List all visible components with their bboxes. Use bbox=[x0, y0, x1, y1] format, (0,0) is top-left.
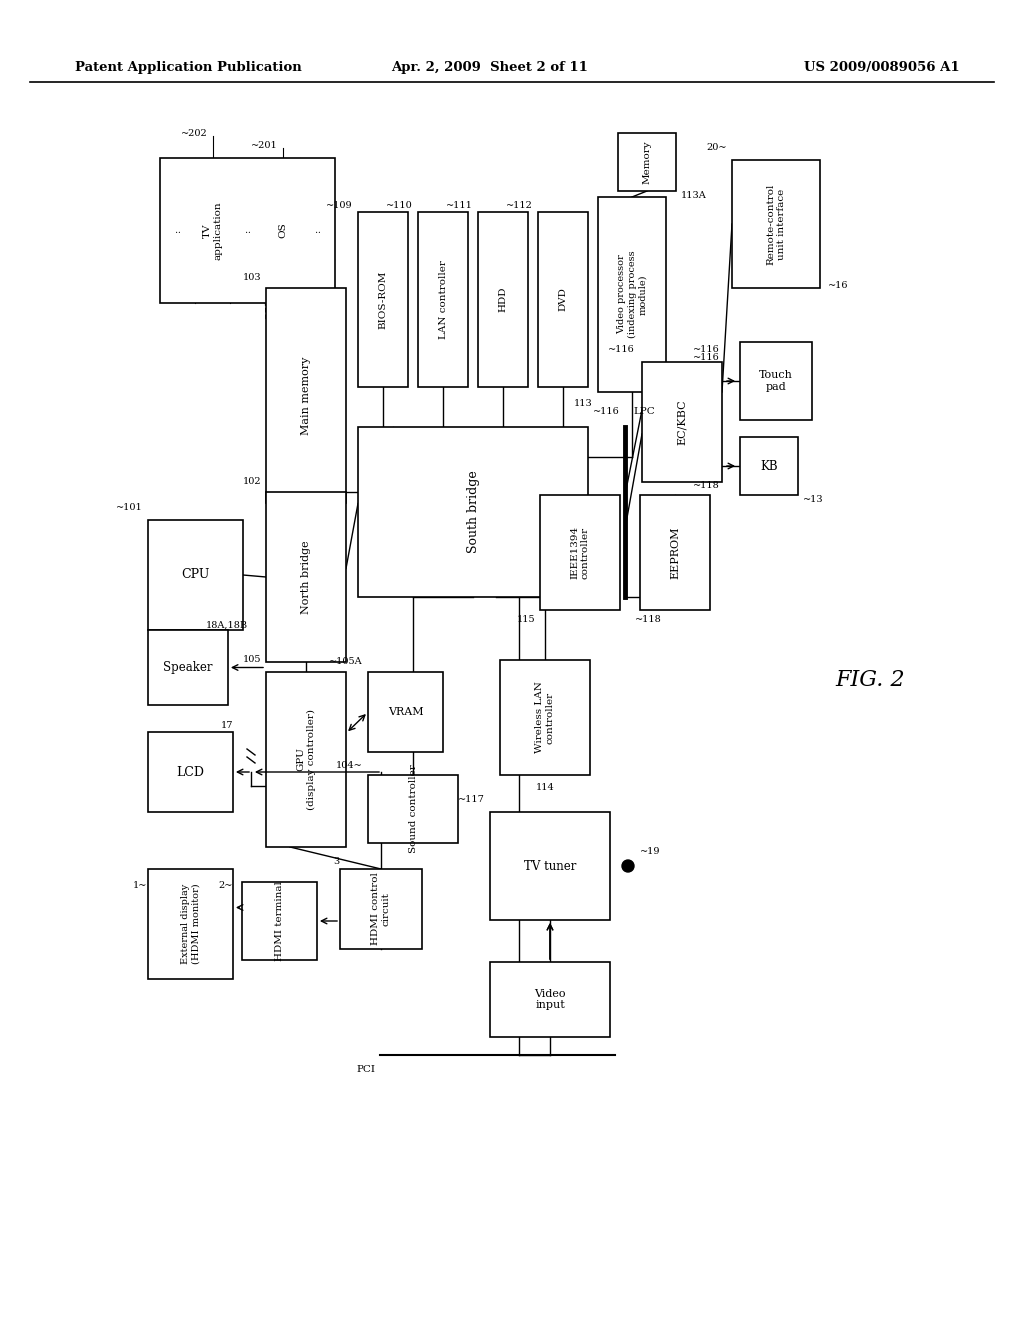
Text: 17: 17 bbox=[220, 721, 233, 730]
Bar bbox=[340, 869, 422, 949]
Text: :: : bbox=[313, 228, 322, 232]
Text: ~111: ~111 bbox=[446, 201, 473, 210]
Text: ~116: ~116 bbox=[608, 345, 635, 354]
Text: US 2009/0089056 A1: US 2009/0089056 A1 bbox=[805, 62, 961, 74]
Text: Patent Application Publication: Patent Application Publication bbox=[75, 62, 302, 74]
Text: ~117: ~117 bbox=[458, 796, 485, 804]
Text: BIOS-ROM: BIOS-ROM bbox=[379, 271, 387, 329]
Text: FIG. 2: FIG. 2 bbox=[836, 669, 905, 690]
Text: ~110: ~110 bbox=[386, 201, 413, 210]
Text: ~19: ~19 bbox=[640, 846, 660, 855]
Text: DVD: DVD bbox=[558, 288, 567, 312]
Text: South bridge: South bridge bbox=[467, 471, 479, 553]
Bar bbox=[368, 775, 458, 843]
Text: 115: 115 bbox=[516, 615, 535, 624]
Bar bbox=[490, 962, 610, 1038]
Bar bbox=[490, 812, 610, 920]
Text: :: : bbox=[243, 228, 252, 232]
Bar bbox=[740, 342, 812, 420]
Bar bbox=[478, 213, 528, 387]
Text: :: : bbox=[173, 228, 182, 232]
Text: HDD: HDD bbox=[499, 286, 508, 313]
Bar bbox=[148, 869, 233, 979]
Text: TV
application: TV application bbox=[203, 201, 222, 260]
Text: ~101: ~101 bbox=[117, 503, 143, 512]
Text: 113A: 113A bbox=[681, 191, 707, 201]
Text: 103: 103 bbox=[243, 273, 261, 282]
Text: KB: KB bbox=[760, 459, 778, 473]
Bar bbox=[358, 213, 408, 387]
Text: Memory: Memory bbox=[642, 140, 651, 183]
Bar bbox=[732, 160, 820, 288]
Text: 1~: 1~ bbox=[133, 880, 147, 890]
Bar bbox=[418, 213, 468, 387]
Bar bbox=[618, 133, 676, 191]
Text: 2~: 2~ bbox=[219, 882, 233, 891]
Text: ~118: ~118 bbox=[635, 615, 662, 624]
Bar bbox=[500, 660, 590, 775]
Bar bbox=[148, 733, 233, 812]
Text: EC/KBC: EC/KBC bbox=[677, 399, 687, 445]
Text: GPU
(display controller): GPU (display controller) bbox=[296, 709, 315, 810]
Bar bbox=[538, 213, 588, 387]
Text: 102: 102 bbox=[243, 478, 261, 487]
Bar bbox=[740, 437, 798, 495]
Text: VRAM: VRAM bbox=[388, 708, 423, 717]
Text: North bridge: North bridge bbox=[301, 540, 311, 614]
Text: External display
(HDMI monitor): External display (HDMI monitor) bbox=[181, 883, 201, 965]
Bar bbox=[266, 672, 346, 847]
Text: TV tuner: TV tuner bbox=[524, 859, 577, 873]
Text: ~16: ~16 bbox=[828, 281, 849, 289]
Text: Apr. 2, 2009  Sheet 2 of 11: Apr. 2, 2009 Sheet 2 of 11 bbox=[391, 62, 589, 74]
Text: OS: OS bbox=[278, 223, 287, 239]
Text: HDMI terminal: HDMI terminal bbox=[275, 880, 284, 961]
Text: ~109: ~109 bbox=[327, 201, 353, 210]
Text: Wireless LAN
controller: Wireless LAN controller bbox=[536, 681, 555, 754]
Bar bbox=[598, 197, 666, 392]
Text: Touch
pad: Touch pad bbox=[759, 370, 793, 392]
Text: ~118: ~118 bbox=[693, 480, 720, 490]
Text: ~116: ~116 bbox=[593, 408, 620, 417]
Text: ~116: ~116 bbox=[693, 346, 720, 355]
Text: 114: 114 bbox=[536, 783, 554, 792]
Bar bbox=[640, 495, 710, 610]
Bar bbox=[358, 426, 588, 597]
Text: Sound controller: Sound controller bbox=[409, 764, 418, 853]
Text: ~201: ~201 bbox=[251, 141, 278, 150]
Bar bbox=[148, 520, 243, 630]
Text: ~202: ~202 bbox=[181, 128, 208, 137]
Text: 104~: 104~ bbox=[336, 760, 362, 770]
Bar bbox=[540, 495, 620, 610]
Text: 20~: 20~ bbox=[707, 144, 727, 153]
Text: Video processor
(indexing process
module): Video processor (indexing process module… bbox=[617, 251, 647, 338]
Text: ~13: ~13 bbox=[803, 495, 823, 504]
Text: 18A,18B: 18A,18B bbox=[206, 620, 248, 630]
Text: Speaker: Speaker bbox=[163, 661, 213, 675]
Text: 3: 3 bbox=[333, 858, 339, 866]
Text: HDMI control
circuit: HDMI control circuit bbox=[372, 873, 391, 945]
Text: ~105A: ~105A bbox=[330, 657, 362, 667]
Text: ~112: ~112 bbox=[506, 201, 534, 210]
Circle shape bbox=[622, 861, 634, 873]
Text: Video
input: Video input bbox=[535, 989, 565, 1010]
Text: LPC: LPC bbox=[633, 408, 654, 417]
Bar bbox=[160, 158, 335, 304]
Text: 113: 113 bbox=[574, 400, 593, 408]
Bar bbox=[642, 362, 722, 482]
Text: LAN controller: LAN controller bbox=[438, 260, 447, 339]
Bar bbox=[266, 288, 346, 503]
Text: EEPROM: EEPROM bbox=[670, 527, 680, 578]
Text: LCD: LCD bbox=[176, 766, 205, 779]
Bar bbox=[368, 672, 443, 752]
Text: CPU: CPU bbox=[181, 569, 210, 582]
Text: ~116: ~116 bbox=[693, 352, 720, 362]
Text: Main memory: Main memory bbox=[301, 356, 311, 434]
Text: IEEE1394
controller: IEEE1394 controller bbox=[570, 525, 590, 579]
Text: PCI: PCI bbox=[356, 1065, 375, 1074]
Text: 105: 105 bbox=[243, 656, 261, 664]
Bar bbox=[266, 492, 346, 663]
Text: Remote-control
unit interface: Remote-control unit interface bbox=[766, 183, 785, 265]
Bar bbox=[242, 882, 317, 960]
Bar bbox=[148, 630, 228, 705]
